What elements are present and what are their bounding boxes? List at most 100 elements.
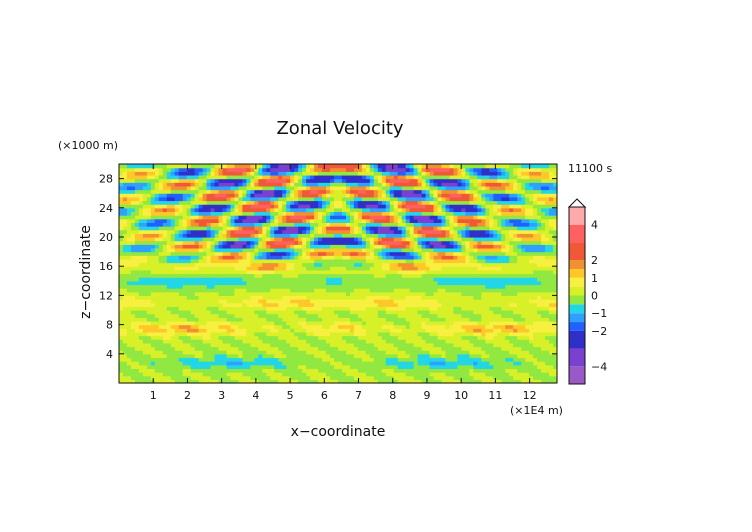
heatmap-cell: [425, 320, 431, 326]
heatmap-cell: [154, 320, 160, 326]
heatmap-cell: [198, 200, 204, 205]
heatmap-cell: [389, 335, 395, 340]
heatmap-cell: [357, 277, 363, 282]
heatmap-cell: [425, 207, 431, 213]
heatmap-cell: [262, 269, 267, 275]
heatmap-cell: [433, 255, 439, 260]
heatmap-cell: [318, 185, 323, 191]
heatmap-cell: [238, 302, 244, 307]
heatmap-cell: [166, 269, 172, 275]
heatmap-cell: [445, 171, 451, 176]
heatmap-cell: [361, 328, 367, 333]
heatmap-cell: [322, 277, 327, 282]
heatmap-cell: [258, 255, 263, 260]
heatmap-cell: [397, 368, 403, 373]
heatmap-cell: [425, 310, 431, 315]
heatmap-cell: [250, 164, 255, 169]
heatmap-cell: [122, 375, 128, 380]
heatmap-cell: [186, 185, 192, 191]
heatmap-cell: [413, 269, 419, 275]
heatmap-cell: [138, 335, 144, 340]
heatmap-cell: [310, 342, 315, 348]
heatmap-cell: [186, 182, 192, 187]
heatmap-cell: [397, 211, 403, 216]
heatmap-cell: [218, 164, 224, 169]
heatmap-cell: [246, 361, 251, 366]
heatmap-cell: [425, 328, 431, 333]
heatmap-cell: [421, 222, 427, 227]
heatmap-cell: [369, 266, 375, 271]
heatmap-cell: [146, 182, 152, 187]
heatmap-cell: [294, 269, 299, 275]
heatmap-cell: [146, 328, 152, 333]
heatmap-cell: [190, 211, 196, 216]
heatmap-cell: [214, 233, 220, 238]
heatmap-cell: [377, 302, 383, 307]
heatmap-cell: [338, 310, 343, 315]
heatmap-cell: [294, 320, 299, 326]
heatmap-cell: [393, 240, 399, 245]
heatmap-cell: [274, 331, 279, 337]
heatmap-cell: [278, 255, 283, 260]
heatmap-cell: [278, 375, 283, 380]
heatmap-cell: [318, 277, 323, 282]
heatmap-cell: [174, 328, 180, 333]
heatmap-cell: [318, 182, 323, 187]
heatmap-cell: [270, 364, 275, 369]
heatmap-cell: [334, 247, 339, 253]
heatmap-cell: [433, 189, 439, 194]
heatmap-cell: [230, 262, 236, 267]
heatmap-cell: [246, 320, 251, 326]
heatmap-cell: [326, 328, 331, 333]
heatmap-cell: [190, 244, 196, 249]
heatmap-cell: [349, 379, 355, 384]
heatmap-cell: [134, 178, 140, 183]
heatmap-cell: [194, 218, 200, 223]
heatmap-cell: [314, 266, 319, 271]
heatmap-cell: [182, 317, 188, 322]
heatmap-cell: [230, 273, 236, 278]
heatmap-cell: [401, 174, 407, 180]
heatmap-cell: [254, 313, 259, 318]
heatmap-cell: [318, 288, 323, 293]
heatmap-cell: [198, 299, 204, 304]
heatmap-cell: [326, 251, 331, 256]
heatmap-cell: [353, 171, 359, 176]
heatmap-cell: [130, 328, 136, 333]
heatmap-cell: [178, 255, 184, 260]
heatmap-cell: [429, 269, 435, 275]
heatmap-cell: [365, 189, 371, 194]
heatmap-cell: [174, 284, 180, 289]
heatmap-cell: [345, 295, 351, 300]
heatmap-cell: [310, 182, 315, 187]
heatmap-cell: [266, 291, 271, 296]
heatmap-cell: [437, 295, 443, 300]
heatmap-cell: [126, 211, 132, 216]
heatmap-cell: [210, 277, 216, 282]
heatmap-cell: [290, 204, 295, 209]
heatmap-cell: [258, 167, 263, 172]
heatmap-cell: [158, 266, 164, 271]
heatmap-cell: [405, 237, 411, 242]
heatmap-cell: [373, 240, 379, 245]
heatmap-cell: [194, 364, 200, 369]
heatmap-cell: [250, 269, 255, 275]
heatmap-cell: [194, 182, 200, 187]
heatmap-cell: [389, 171, 395, 176]
heatmap-cell: [401, 313, 407, 318]
heatmap-cell: [290, 266, 295, 271]
heatmap-cell: [154, 266, 160, 271]
heatmap-cell: [290, 237, 295, 242]
heatmap-cell: [365, 233, 371, 238]
heatmap-cell: [178, 233, 184, 238]
heatmap-cell: [218, 258, 224, 264]
heatmap-cell: [130, 331, 136, 337]
heatmap-cell: [357, 372, 363, 377]
heatmap-cell: [206, 233, 212, 238]
heatmap-cell: [142, 247, 148, 253]
heatmap-cell: [286, 167, 291, 172]
heatmap-cell: [330, 280, 335, 286]
heatmap-cell: [294, 226, 299, 231]
heatmap-cell: [433, 379, 439, 384]
heatmap-cell: [330, 255, 335, 260]
